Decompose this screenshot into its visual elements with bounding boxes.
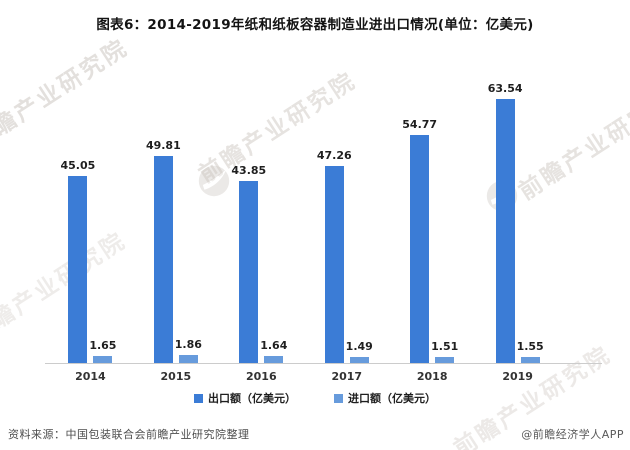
bar-group: 54.77 1.51 2018 (402, 90, 458, 383)
legend-item-import: 进口额（亿美元） (334, 390, 436, 406)
import-value-label: 1.86 (174, 338, 202, 351)
x-axis-label: 2017 (331, 370, 363, 383)
import-bar (178, 355, 198, 363)
export-bar (324, 166, 344, 363)
import-value-label: 1.49 (345, 340, 373, 353)
import-bar (520, 357, 540, 363)
import-value-label: 1.55 (516, 340, 544, 353)
x-axis-label: 2016 (245, 370, 277, 383)
import-value-label: 1.51 (431, 340, 459, 353)
import-legend-label: 进口额（亿美元） (348, 392, 436, 405)
import-bar (349, 357, 369, 363)
export-bar (153, 156, 173, 363)
import-value-label: 1.65 (89, 339, 117, 352)
footer: 资料来源：中国包装联合会前瞻产业研究院整理 @前瞻经济学人APP (0, 424, 630, 444)
x-axis-label: 2014 (75, 370, 106, 383)
x-axis-label: 2018 (416, 370, 448, 383)
import-value-label: 1.64 (260, 339, 288, 352)
export-value-label: 63.54 (487, 82, 523, 95)
export-value-label: 47.26 (316, 149, 352, 162)
bar-group: 47.26 1.49 2017 (317, 90, 373, 383)
export-legend-label: 出口额（亿美元） (208, 392, 296, 405)
export-value-label: 45.05 (60, 159, 96, 172)
credit-note: @前瞻经济学人APP (521, 428, 624, 441)
x-axis-label: 2019 (502, 370, 533, 383)
source-note: 资料来源：中国包装联合会前瞻产业研究院整理 (8, 428, 250, 441)
bar-group: 45.05 1.65 2014 (60, 90, 116, 383)
bar-group: 49.81 1.86 2015 (146, 90, 202, 383)
x-axis-label: 2015 (160, 370, 192, 383)
plot-area: 45.05 1.65 2014 49.81 1.86 2015 43.85 1.64 2016 4… (45, 82, 602, 383)
bar-group: 63.54 1.55 2019 (488, 82, 544, 383)
legend-item-export: 出口额（亿美元） (194, 390, 296, 406)
bar-group: 43.85 1.64 2016 (231, 90, 287, 383)
export-value-label: 49.81 (145, 139, 181, 152)
export-value-label: 43.85 (231, 164, 267, 177)
export-bar (239, 181, 259, 363)
export-value-label: 54.77 (402, 118, 438, 131)
export-legend-marker (194, 393, 203, 403)
chart-title: 图表6：2014-2019年纸和纸板容器制造业进出口情况(单位：亿美元) (96, 17, 534, 33)
import-bar (264, 356, 284, 363)
export-bar (68, 176, 88, 363)
legend: 出口额（亿美元） 进口额（亿美元） (0, 390, 630, 406)
import-bar (93, 356, 113, 363)
import-legend-marker (334, 393, 343, 403)
export-bar (410, 135, 430, 363)
export-bar (495, 99, 515, 363)
import-bar (435, 357, 455, 363)
